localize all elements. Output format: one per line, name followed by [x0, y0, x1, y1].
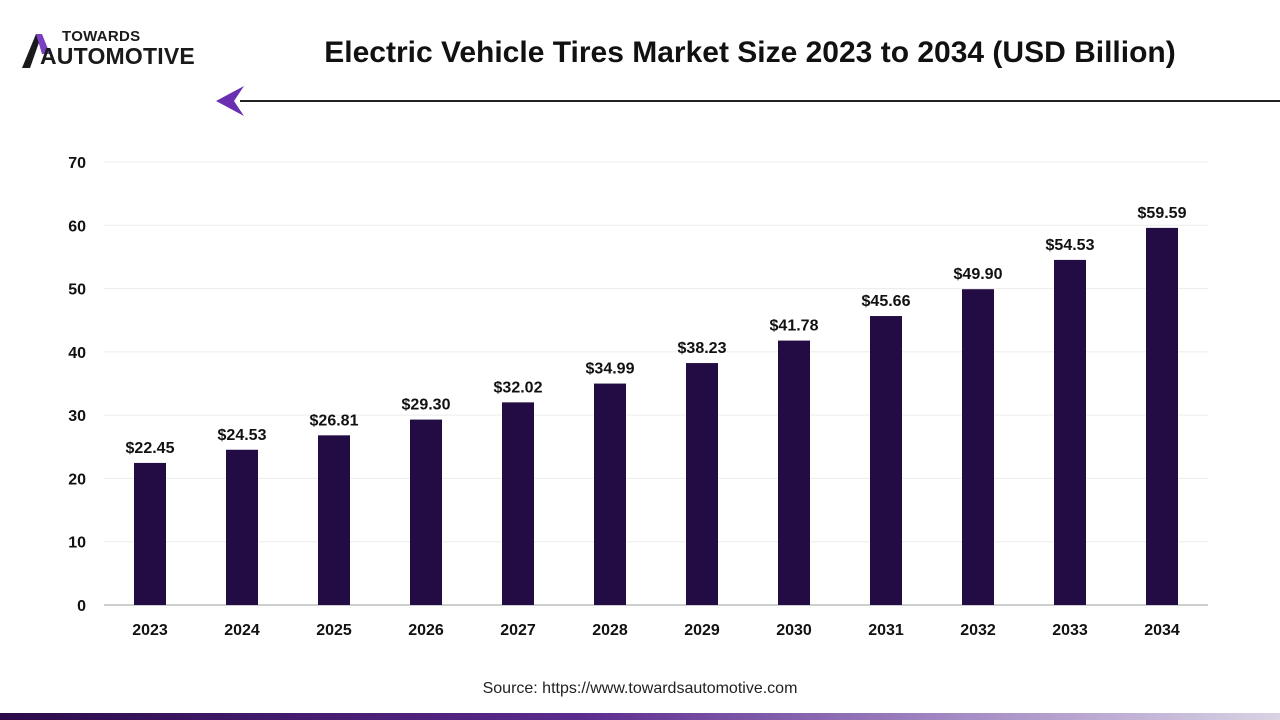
- x-tick-label: 2023: [132, 622, 168, 639]
- data-label: $59.59: [1138, 205, 1187, 222]
- x-tick-label: 2032: [960, 622, 996, 639]
- data-label: $24.53: [218, 427, 267, 444]
- brand-logo: TOWARDS AUTOMOTIVE: [20, 28, 230, 72]
- x-tick-label: 2028: [592, 622, 628, 639]
- bar: [318, 435, 350, 605]
- y-tick-label: 30: [68, 408, 86, 425]
- bottom-accent-bar: [0, 713, 1280, 720]
- data-label: $26.81: [310, 412, 359, 429]
- data-label: $29.30: [402, 397, 451, 414]
- x-tick-label: 2027: [500, 622, 536, 639]
- data-label: $45.66: [862, 293, 911, 310]
- data-label: $34.99: [586, 361, 635, 378]
- bar: [502, 402, 534, 605]
- data-label: $22.45: [126, 440, 175, 457]
- x-tick-label: 2029: [684, 622, 720, 639]
- bar: [1054, 259, 1086, 605]
- x-tick-label: 2024: [224, 622, 260, 639]
- bar: [778, 340, 810, 605]
- y-tick-label: 0: [77, 598, 86, 615]
- x-tick-label: 2030: [776, 622, 812, 639]
- bar: [226, 449, 258, 605]
- data-label: $38.23: [678, 340, 727, 357]
- x-tick-label: 2026: [408, 622, 444, 639]
- data-label: $32.02: [494, 379, 543, 396]
- x-tick-label: 2034: [1144, 622, 1180, 639]
- data-label: $41.78: [770, 318, 819, 335]
- bars-layer: [134, 227, 1178, 605]
- title-divider: [240, 100, 1280, 102]
- logo-main-text: AUTOMOTIVE: [40, 43, 195, 69]
- arrow-left-icon: [216, 86, 244, 116]
- x-tick-label: 2031: [868, 622, 904, 639]
- logo-top-text: TOWARDS: [62, 28, 141, 45]
- y-tick-label: 50: [68, 282, 86, 299]
- x-tick-label: 2033: [1052, 622, 1088, 639]
- y-tick-label: 20: [68, 471, 86, 488]
- y-tick-label: 40: [68, 345, 86, 362]
- source-text: Source: https://www.towardsautomotive.co…: [482, 680, 798, 697]
- bar-chart: 010203040506070$22.452023$24.532024$26.8…: [68, 155, 1208, 639]
- y-tick-label: 10: [68, 535, 86, 552]
- y-tick-label: 70: [68, 155, 86, 172]
- bar: [1146, 227, 1178, 605]
- grid-layer: [104, 161, 1208, 606]
- data-label: $49.90: [954, 266, 1003, 283]
- chart-title: Electric Vehicle Tires Market Size 2023 …: [324, 36, 1176, 69]
- x-tick-label: 2025: [316, 622, 352, 639]
- logo-mark-icon: [22, 34, 50, 68]
- bar: [686, 363, 718, 605]
- y-tick-label: 60: [68, 218, 86, 235]
- data-label: $54.53: [1046, 237, 1095, 254]
- bar: [594, 383, 626, 605]
- bar: [410, 419, 442, 605]
- bar: [134, 462, 166, 605]
- labels-layer: 010203040506070$22.452023$24.532024$26.8…: [68, 155, 1186, 639]
- bar: [870, 316, 902, 605]
- bar: [962, 289, 994, 605]
